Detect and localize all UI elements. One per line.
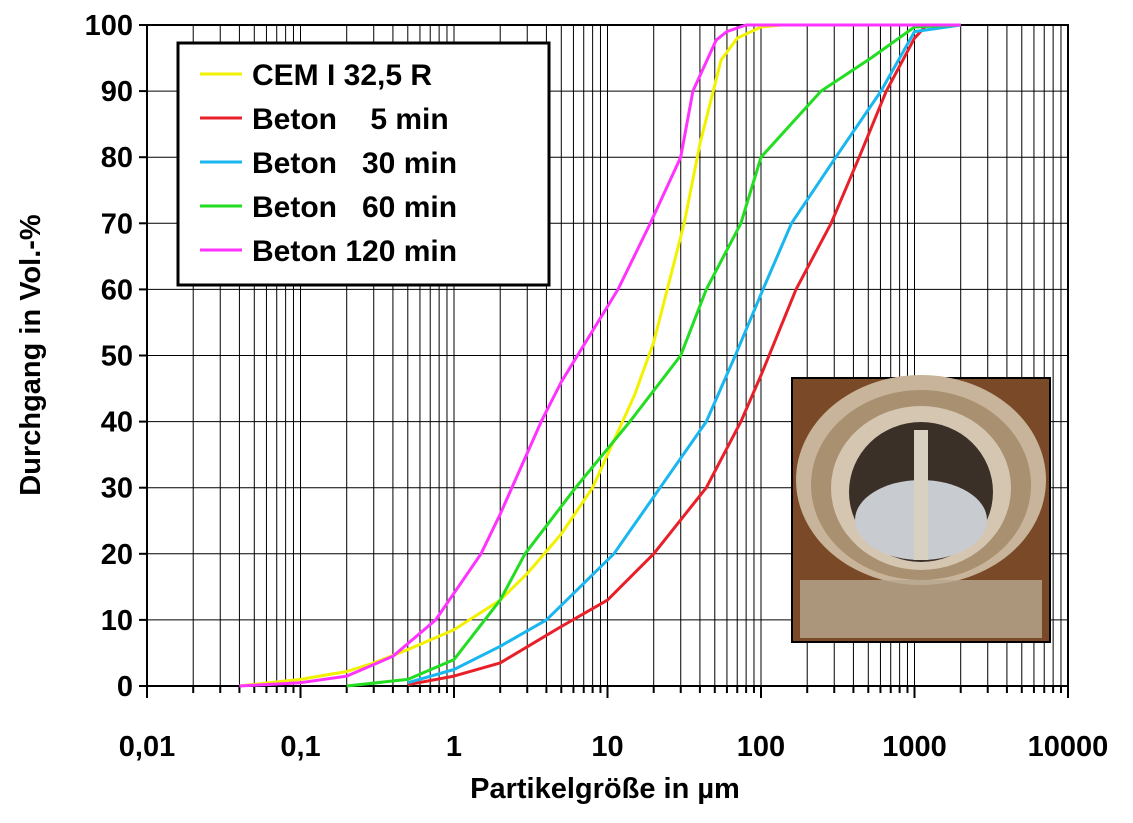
y-tick-label: 50	[101, 341, 133, 373]
plot-frame	[146, 24, 1069, 687]
legend-label: CEM I 32,5 R	[252, 59, 432, 92]
y-tick-label: 20	[101, 539, 133, 571]
legend-label: Beton 30 min	[252, 147, 457, 180]
y-tick-label: 90	[101, 76, 133, 108]
legend-label: Beton 5 min	[252, 103, 449, 136]
y-tick-label: 40	[101, 407, 133, 439]
y-axis-label: Durchgang in Vol.-%	[15, 214, 47, 496]
series-line	[239, 23, 961, 688]
x-tick-label: 1	[446, 731, 462, 763]
legend-label: Beton 60 min	[252, 191, 457, 224]
x-tick-label: 10000	[1028, 731, 1109, 763]
y-tick-label: 30	[101, 473, 133, 505]
x-tick-label: 0,01	[119, 731, 175, 763]
x-tick-label: 100	[737, 731, 785, 763]
y-tick-label: 100	[85, 10, 133, 42]
y-tick-label: 10	[101, 605, 133, 637]
y-tick-label: 60	[101, 274, 133, 306]
legend-label: Beton 120 min	[252, 235, 457, 268]
x-tick-label: 0,1	[280, 731, 320, 763]
y-tick-label: 70	[101, 208, 133, 240]
x-tick-label: 1000	[882, 731, 947, 763]
legend: CEM I 32,5 R Beton 5 min Beton 30 min Beton…	[176, 41, 551, 287]
y-tick-label: 0	[117, 671, 133, 703]
series-line	[407, 23, 961, 685]
series-line	[407, 23, 961, 687]
inset-photo	[791, 375, 1051, 643]
y-tick-label: 80	[101, 142, 133, 174]
x-axis-label: Partikelgröße in µm	[470, 773, 740, 805]
x-tick-label: 10	[591, 731, 623, 763]
series-line	[346, 23, 961, 688]
